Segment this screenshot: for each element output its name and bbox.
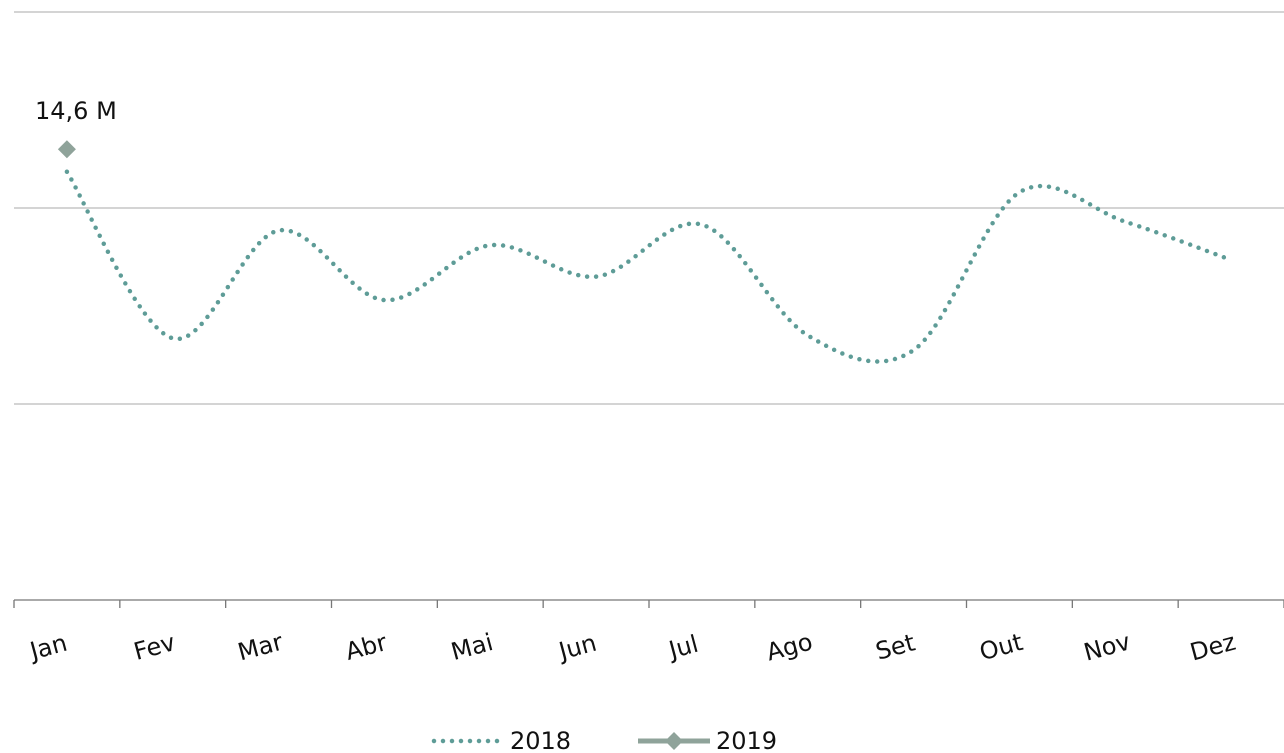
legend-marker [665,732,683,750]
marker [57,140,76,159]
x-tick-label: Dez [1187,628,1239,667]
legend-label: 2018 [510,727,571,753]
x-tick-label: Jun [554,629,599,666]
x-tick-label: Nov [1081,627,1133,666]
x-tick-label: Mar [235,628,286,667]
x-tick-label: Ago [763,628,815,667]
x-tick-label: Mai [448,628,496,666]
data-label: 14,6 M [35,97,117,125]
legend-label: 2019 [716,727,777,753]
x-tick-label: Out [977,628,1026,666]
x-tick-label: Fev [131,628,178,666]
series-line [64,169,1234,364]
x-tick-label: Abr [342,628,389,666]
x-tick-label: Jan [25,629,70,666]
x-tick-label: Jul [664,630,701,665]
x-tick-label: Set [873,628,918,665]
